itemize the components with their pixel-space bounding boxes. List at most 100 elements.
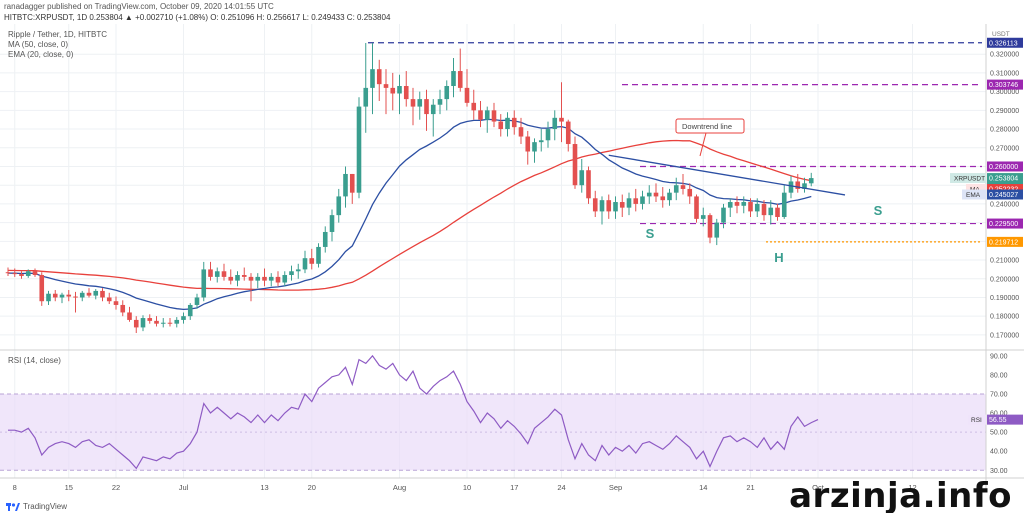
candle-body: [457, 71, 463, 88]
candle-body: [167, 322, 173, 324]
candle-body: [538, 140, 544, 143]
candle-body: [741, 202, 747, 206]
candle-body: [390, 87, 396, 94]
candle-body: [106, 297, 112, 302]
x-tick-label: 14: [699, 483, 707, 492]
candle-body: [12, 273, 18, 275]
candle-body: [363, 87, 369, 107]
candle-body: [376, 69, 382, 85]
moving-averages: [7, 118, 812, 311]
candle-body: [775, 207, 780, 218]
y-tick-label: 0.190000: [990, 295, 1019, 302]
candle-body: [808, 178, 814, 184]
level-badge-label: 0.260000: [989, 164, 1018, 171]
candle-body: [464, 87, 470, 103]
symbol-line: HITBTC:XRPUSDT, 1D 0.253804 ▲ +0.002710 …: [4, 13, 391, 22]
downtrend-line: [608, 154, 846, 196]
candle-body: [383, 84, 389, 88]
candle-body: [734, 202, 740, 206]
candle-body: [552, 117, 558, 130]
candle-body: [660, 196, 666, 201]
price-labels: 0.326113 0.303746 0.260000 0.229500 0.219712…: [950, 37, 1023, 425]
candle-body: [667, 192, 672, 201]
candle-body: [194, 297, 200, 305]
annotations: Downtrend line S H S: [608, 118, 883, 265]
candle-body: [606, 200, 612, 212]
candle-body: [235, 275, 240, 281]
legend-title: Ripple / Tether, 1D, HITBTC: [8, 30, 107, 39]
candle-body: [133, 319, 139, 328]
level-badge: [987, 37, 1023, 48]
candle-body: [646, 192, 652, 197]
candle-body: [559, 117, 564, 122]
candle-body: [700, 215, 706, 219]
y-tick-label: 0.310000: [990, 70, 1019, 77]
currency-label: USDT: [992, 31, 1010, 38]
candlesticks: [5, 42, 814, 334]
candle-body: [370, 69, 375, 88]
candle-body: [268, 276, 274, 281]
candle-body: [5, 272, 11, 274]
candle-body: [545, 129, 551, 141]
y-tick-label: 0.180000: [990, 314, 1019, 321]
horizontal-levels: [368, 42, 982, 243]
candle-body: [32, 271, 38, 276]
candle-body: [511, 117, 517, 128]
rsi-tick-label: 70.00: [990, 391, 1008, 398]
candle-body: [498, 121, 504, 130]
level-badge-label: 0.326113: [989, 40, 1018, 47]
candle-body: [329, 215, 335, 232]
candle-body: [214, 271, 220, 277]
last-price-label: 0.253804: [989, 176, 1018, 183]
x-tick-label: 21: [746, 483, 754, 492]
candle-body: [795, 181, 801, 189]
candle-body: [181, 316, 186, 320]
left-shoulder-label: S: [646, 226, 655, 241]
ma50-line: [7, 139, 812, 291]
candle-body: [140, 318, 146, 328]
candle-body: [255, 276, 261, 281]
y-tick-label: 0.290000: [990, 108, 1019, 115]
candle-body: [147, 318, 153, 321]
tradingview-logo[interactable]: TradingView: [6, 502, 67, 511]
candle-body: [565, 121, 571, 145]
candle-body: [174, 319, 180, 324]
candle-body: [518, 127, 524, 137]
rsi-name-label: RSI: [971, 417, 982, 424]
candle-body: [478, 110, 483, 120]
candle-body: [781, 192, 787, 218]
ema20-line: [7, 118, 812, 311]
candle-body: [228, 276, 234, 281]
candle-body: [160, 322, 166, 324]
ema-name-badge: [962, 189, 986, 200]
y-tick-label: 0.300000: [990, 89, 1019, 96]
ema-value-label: 0.245027: [989, 192, 1018, 199]
candle-body: [349, 173, 355, 193]
legend-ema: EMA (20, close, 0): [8, 50, 74, 59]
candle-body: [154, 320, 159, 324]
x-tick-label: 13: [260, 483, 268, 492]
x-tick-label: 8: [13, 483, 17, 492]
candle-body: [316, 246, 321, 264]
x-tick-label: 10: [463, 483, 471, 492]
y-tick-label: 0.210000: [990, 258, 1019, 265]
candle-body: [403, 86, 409, 100]
candle-body: [322, 231, 328, 247]
rsi-panel: [8, 354, 819, 470]
downtrend-callout-box: [675, 118, 745, 134]
candle-body: [484, 110, 490, 120]
candle-body: [221, 271, 227, 277]
x-tick-label: 12: [908, 483, 916, 492]
ema-value-badge: [987, 189, 1023, 200]
chart-svg[interactable]: 0.320000 0.310000 0.300000 0.290000 0.280000…: [0, 0, 1024, 498]
tradingview-icon: [6, 503, 20, 511]
candle-body: [613, 202, 618, 212]
candle-body: [599, 200, 605, 212]
candle-body: [417, 99, 423, 107]
candle-body: [424, 99, 429, 115]
footer: TradingView: [0, 498, 1024, 513]
candle-body: [100, 290, 105, 298]
candle-body: [113, 301, 119, 305]
candle-body: [73, 296, 78, 298]
x-tick-label: Aug: [393, 483, 406, 492]
